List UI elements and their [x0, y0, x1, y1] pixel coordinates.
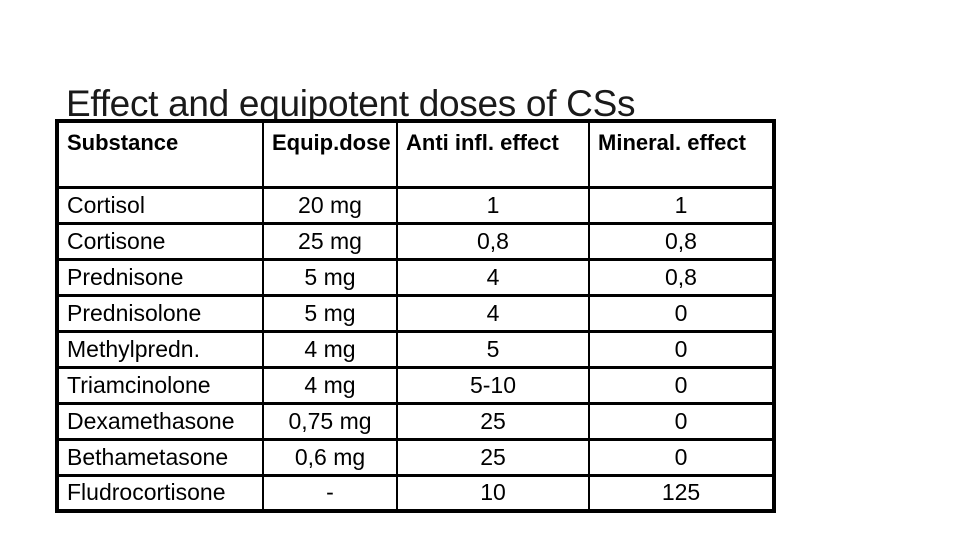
value-cell: 4	[396, 293, 590, 333]
substance-cell: Prednisone	[56, 257, 264, 297]
doses-table: Substance Equip.dose Anti infl. effect Mine…	[55, 119, 776, 513]
value-cell: 0,6 mg	[262, 437, 398, 477]
substance-cell: Cortisol	[56, 185, 264, 225]
value-cell: 1	[588, 185, 775, 225]
column-header: Substance	[56, 119, 264, 189]
value-cell: 25 mg	[262, 221, 398, 261]
table-header-row: Substance Equip.dose Anti infl. effect Mine…	[56, 119, 775, 189]
value-cell: 0	[588, 329, 775, 369]
table-row: Triamcinolone 4 mg 5-10 0	[56, 365, 775, 405]
value-cell: 1	[396, 185, 590, 225]
table-row: Methylpredn. 4 mg 5 0	[56, 329, 775, 369]
substance-cell: Triamcinolone	[56, 365, 264, 405]
table-row: Prednisone 5 mg 4 0,8	[56, 257, 775, 297]
value-cell: 4 mg	[262, 365, 398, 405]
table-body: Cortisol 20 mg 1 1 Cortisone 25 mg 0,8 0,8 Predn…	[56, 185, 775, 513]
substance-cell: Dexamethasone	[56, 401, 264, 441]
substance-cell: Bethametasone	[56, 437, 264, 477]
value-cell: 25	[396, 437, 590, 477]
column-header: Mineral. effect	[588, 119, 775, 189]
value-cell: 4 mg	[262, 329, 398, 369]
value-cell: 5 mg	[262, 257, 398, 297]
column-header: Anti infl. effect	[396, 119, 590, 189]
value-cell: 20 mg	[262, 185, 398, 225]
value-cell: 0	[588, 365, 775, 405]
value-cell: 0	[588, 437, 775, 477]
value-cell: 4	[396, 257, 590, 297]
table-row: Bethametasone 0,6 mg 25 0	[56, 437, 775, 477]
substance-cell: Methylpredn.	[56, 329, 264, 369]
value-cell: 0,8	[588, 257, 775, 297]
value-cell: 5 mg	[262, 293, 398, 333]
page-title: Effect and equipotent doses of CSs	[66, 82, 636, 124]
table-row: Fludrocortisone -10 125	[56, 473, 775, 513]
substance-cell: Cortisone	[56, 221, 264, 261]
value-cell: 0	[588, 401, 775, 441]
value-cell: 0	[588, 293, 775, 333]
value-cell: 5	[396, 329, 590, 369]
table-row: Cortisol 20 mg 1 1	[56, 185, 775, 225]
value-cell: 0,75 mg	[262, 401, 398, 441]
substance-cell: Prednisolone	[56, 293, 264, 333]
value-cell: 10	[396, 473, 590, 513]
value-cell: 5-10	[396, 365, 590, 405]
value-cell: -	[262, 473, 398, 513]
substance-cell: Fludrocortisone	[56, 473, 264, 513]
table-row: Prednisolone 5 mg 4 0	[56, 293, 775, 333]
table-row: Cortisone 25 mg 0,8 0,8	[56, 221, 775, 261]
value-cell: 0,8	[396, 221, 590, 261]
column-header: Equip.dose	[262, 119, 398, 189]
value-cell: 125	[588, 473, 775, 513]
value-cell: 25	[396, 401, 590, 441]
table-row: Dexamethasone 0,75 mg 25 0	[56, 401, 775, 441]
value-cell: 0,8	[588, 221, 775, 261]
